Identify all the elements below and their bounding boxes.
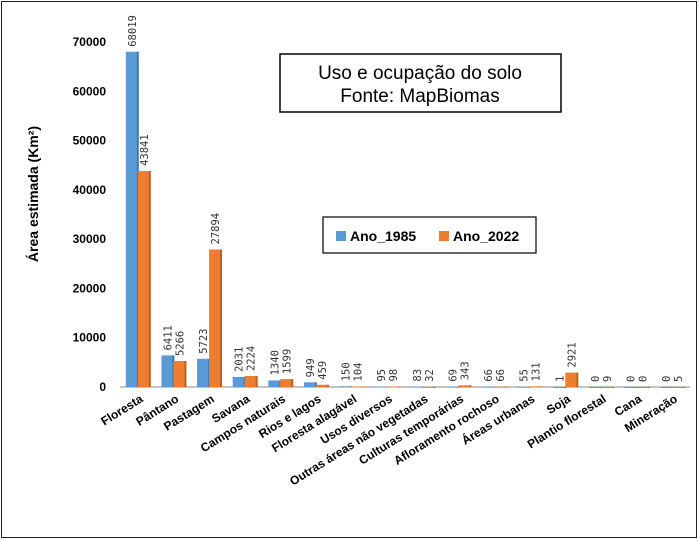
data-label: 43841: [139, 134, 151, 166]
data-label: 32: [424, 369, 436, 382]
data-label: 1340: [269, 350, 281, 375]
bar-ano-1985: [197, 358, 211, 387]
bar-ano-1985: [553, 386, 567, 388]
bar-ano-2022: [209, 249, 223, 387]
data-label: 1599: [281, 349, 293, 374]
data-label: 131: [531, 362, 543, 381]
data-label: 2224: [246, 346, 258, 371]
data-label: 83: [412, 369, 424, 382]
y-tick-label: 50000: [73, 134, 107, 148]
bar-ano-1985: [410, 386, 424, 388]
data-label: 2031: [234, 347, 246, 372]
data-label: 5: [673, 376, 685, 382]
legend: Ano_1985 Ano_2022: [322, 216, 537, 254]
y-tick-label: 10000: [73, 331, 107, 345]
bar-ano-1985: [268, 380, 282, 387]
bar-ano-2022: [173, 361, 187, 387]
bar-ano-1985: [660, 387, 674, 388]
bar-ano-2022: [137, 170, 151, 387]
data-label: 150: [341, 362, 353, 381]
bar-ano-1985: [517, 386, 531, 388]
data-label: 9: [602, 376, 614, 382]
title-box: Uso e ocupação do solo Fonte: MapBiomas: [279, 53, 562, 113]
bar-ano-2022: [458, 385, 472, 387]
data-label: 27894: [210, 213, 222, 245]
bars: [125, 51, 686, 388]
bar-ano-2022: [244, 376, 258, 387]
legend-label-ano-2022: Ano_2022: [453, 228, 519, 244]
bar-ano-1985: [161, 355, 175, 387]
y-tick-label: 40000: [73, 183, 107, 197]
bar-ano-2022: [494, 386, 508, 388]
bar-ano-2022: [529, 386, 543, 388]
legend-label-ano-1985: Ano_1985: [350, 228, 416, 244]
bar-ano-1985: [125, 51, 139, 388]
data-label: 66: [495, 369, 507, 382]
bar-ano-1985: [624, 387, 638, 388]
data-label: 1: [554, 376, 566, 382]
y-tick-label: 30000: [73, 232, 107, 246]
chart-title: Uso e ocupação do solo: [318, 63, 522, 84]
bar-ano-2022: [565, 372, 579, 387]
data-label: 2921: [566, 342, 578, 367]
chart-subtitle: Fonte: MapBiomas: [340, 86, 499, 107]
data-label: 0: [626, 376, 638, 382]
legend-swatch-ano-2022: [439, 231, 449, 241]
bar-ano-1985: [588, 387, 602, 388]
data-label: 0: [590, 376, 602, 382]
data-label: 459: [317, 361, 329, 380]
data-label: 69: [447, 369, 459, 382]
data-label: 0: [661, 376, 673, 382]
legend-swatch-ano-1985: [336, 231, 346, 241]
bar-ano-2022: [600, 386, 614, 388]
bar-ano-2022: [422, 386, 436, 388]
data-label: 6411: [162, 325, 174, 350]
y-tick-label: 70000: [73, 35, 107, 49]
bar-ano-2022: [387, 386, 401, 388]
y-tick-label: 60000: [73, 84, 107, 98]
data-label: 66: [483, 369, 495, 382]
bar-ano-1985: [446, 386, 460, 388]
data-label: 949: [305, 358, 317, 377]
bar-ano-2022: [351, 386, 365, 388]
data-label: 104: [353, 363, 365, 382]
bar-ano-2022: [280, 379, 294, 387]
bar-ano-1985: [482, 386, 496, 388]
bar-ano-2022: [315, 384, 329, 387]
data-label: 98: [388, 369, 400, 382]
y-tick-label: 20000: [73, 281, 107, 295]
data-label: 5266: [174, 331, 186, 356]
bar-ano-2022: [672, 386, 686, 388]
bar-ano-2022: [636, 387, 650, 388]
bar-ano-1985: [339, 386, 353, 388]
y-tick-label: 0: [99, 380, 106, 394]
y-axis-label: Área estimada (Km²): [25, 126, 41, 262]
data-label: 5723: [198, 328, 210, 353]
data-label: 95: [376, 369, 388, 382]
bar-ano-1985: [375, 386, 389, 388]
data-label: 343: [459, 361, 471, 380]
data-label: 68019: [127, 15, 139, 47]
data-label: 0: [638, 376, 650, 382]
data-label: 55: [519, 369, 531, 382]
bar-ano-1985: [303, 382, 317, 387]
bar-ano-1985: [232, 376, 246, 387]
